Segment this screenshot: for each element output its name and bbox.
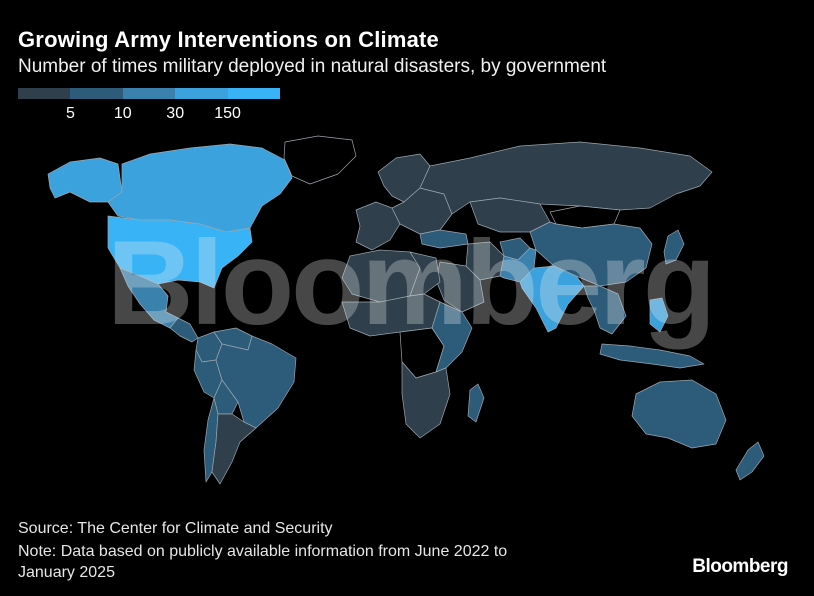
bloomberg-logo: Bloomberg <box>692 556 788 577</box>
legend-tick-5: 5 <box>65 105 75 122</box>
country-philippines <box>649 297 669 333</box>
country-greenland <box>283 135 357 185</box>
legend-swatch-4 <box>175 88 228 99</box>
country-japan <box>663 229 685 265</box>
legend-tick-30: 30 <box>166 105 185 122</box>
world-map-svg <box>47 135 765 485</box>
chart-title: Growing Army Interventions on Climate <box>18 27 439 52</box>
legend-tick-150: 150 <box>214 105 241 122</box>
country-india <box>519 265 585 333</box>
country-southeast-asia <box>583 285 627 335</box>
legend-swatch-5 <box>227 88 281 99</box>
legend-tick-10: 10 <box>113 105 132 122</box>
country-argentina <box>211 413 257 485</box>
legend-swatch-1 <box>18 88 71 99</box>
country-north-africa <box>341 249 421 303</box>
legend-color-bar <box>18 88 281 99</box>
country-southern-africa <box>401 361 451 439</box>
data-note-line-2: January 2025 <box>18 564 115 581</box>
country-australia <box>631 379 727 449</box>
source-note: Source: The Center for Climate and Secur… <box>18 520 333 537</box>
country-russia <box>419 141 713 215</box>
country-alaska <box>47 157 123 203</box>
legend-swatch-2 <box>70 88 123 99</box>
country-canada <box>107 143 293 233</box>
world-map <box>0 132 814 502</box>
color-legend: 5 10 30 150 <box>18 88 281 128</box>
data-note: Note: Data based on publicly available i… <box>18 541 618 583</box>
chart-subtitle: Number of times military deployed in nat… <box>18 56 607 77</box>
country-indonesia <box>599 343 705 369</box>
data-note-line-1: Note: Data based on publicly available i… <box>18 543 508 560</box>
country-madagascar <box>467 383 485 423</box>
legend-swatch-3 <box>122 88 176 99</box>
legend-ticks: 5 10 30 150 <box>18 105 280 125</box>
country-new-zealand <box>735 441 765 481</box>
country-turkey <box>419 229 469 249</box>
country-western-europe <box>355 201 401 251</box>
